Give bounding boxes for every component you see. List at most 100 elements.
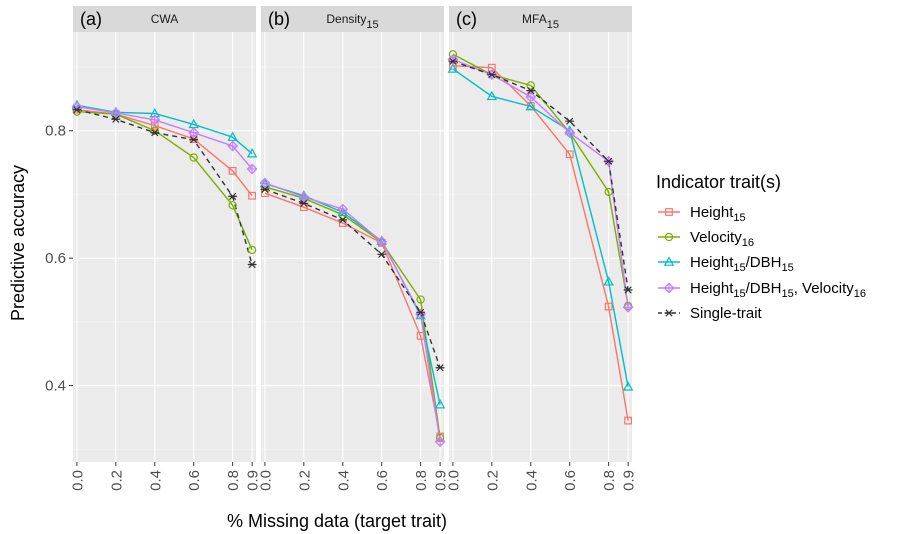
series-line bbox=[452, 60, 629, 291]
data-point bbox=[188, 127, 200, 139]
data-point bbox=[189, 136, 199, 144]
data-point bbox=[604, 187, 613, 197]
legend-item: Height15 bbox=[658, 204, 746, 224]
y-tick-label: 0.4 bbox=[45, 378, 66, 395]
legend-label: Velocity16 bbox=[690, 229, 754, 249]
data-point bbox=[150, 126, 159, 135]
data-point bbox=[622, 301, 634, 313]
legend-item: Velocity16 bbox=[658, 229, 754, 249]
data-point bbox=[604, 302, 613, 311]
data-point bbox=[623, 286, 633, 294]
data-point bbox=[246, 148, 258, 158]
data-point bbox=[298, 191, 310, 203]
series-line bbox=[264, 182, 441, 405]
data-point bbox=[416, 308, 426, 316]
data-point bbox=[248, 191, 257, 200]
data-point bbox=[337, 203, 349, 215]
facet-title: CWA bbox=[151, 12, 179, 26]
facet-tag: (c) bbox=[456, 9, 477, 29]
data-point bbox=[338, 216, 348, 224]
series-line bbox=[452, 58, 629, 308]
data-point bbox=[416, 331, 425, 340]
x-tick-label: 0.4 bbox=[523, 470, 540, 491]
data-point bbox=[622, 381, 634, 391]
data-point bbox=[434, 399, 446, 409]
data-point bbox=[447, 53, 459, 65]
legend-title: Indicator trait(s) bbox=[656, 172, 781, 192]
x-tick-label: 0.8 bbox=[413, 470, 430, 491]
facet-tag: (b) bbox=[268, 9, 290, 29]
x-tick-label: 0.8 bbox=[225, 470, 242, 491]
plot-background bbox=[449, 32, 632, 462]
plot-background bbox=[73, 32, 256, 462]
legend-key-marker bbox=[663, 282, 675, 294]
data-point bbox=[447, 63, 459, 73]
x-tick-label: 0.9 bbox=[433, 470, 450, 491]
data-point bbox=[227, 140, 239, 152]
data-point bbox=[564, 127, 576, 139]
data-point bbox=[565, 150, 574, 159]
x-tick-label: 0.9 bbox=[245, 470, 262, 491]
data-point bbox=[228, 192, 238, 200]
data-point bbox=[111, 115, 121, 123]
data-point bbox=[260, 185, 270, 193]
data-point bbox=[227, 131, 238, 141]
x-tick-label: 0.6 bbox=[562, 470, 579, 491]
legend-key-marker bbox=[664, 232, 674, 242]
data-point bbox=[416, 295, 425, 304]
data-point bbox=[247, 245, 257, 255]
facet-strip bbox=[261, 6, 444, 32]
data-point bbox=[189, 153, 198, 162]
data-point bbox=[150, 129, 160, 137]
series-line bbox=[452, 68, 629, 387]
y-tick-label: 0.8 bbox=[45, 123, 66, 140]
data-point bbox=[486, 90, 498, 101]
x-tick-label: 0.2 bbox=[484, 470, 501, 491]
data-point bbox=[448, 57, 458, 65]
plot-background bbox=[261, 32, 444, 462]
series-line bbox=[452, 53, 629, 307]
data-point bbox=[228, 166, 237, 175]
data-point bbox=[72, 106, 82, 114]
data-point bbox=[377, 250, 387, 258]
data-point bbox=[247, 260, 257, 269]
data-point bbox=[149, 114, 161, 126]
x-tick-label: 0.2 bbox=[296, 470, 313, 491]
x-tick-label: 0.4 bbox=[335, 470, 352, 491]
x-tick-label: 0.9 bbox=[621, 470, 638, 491]
series-line bbox=[264, 188, 441, 368]
facet-strip bbox=[449, 6, 632, 32]
data-point bbox=[603, 276, 614, 286]
legend-label: Height15/DBH15, Velocity16 bbox=[690, 280, 866, 300]
data-point bbox=[525, 100, 536, 111]
y-axis: 0.4 0.6 0.8 bbox=[45, 123, 73, 395]
x-tick-label: 0.0 bbox=[257, 470, 274, 491]
legend-key-marker bbox=[663, 256, 675, 266]
x-tick-label: 0.0 bbox=[445, 470, 462, 491]
x-tick-label: 0.8 bbox=[601, 470, 618, 491]
data-point bbox=[246, 163, 258, 175]
legend-key-marker bbox=[665, 208, 673, 216]
data-point bbox=[435, 364, 445, 372]
legend-key-marker bbox=[664, 309, 674, 317]
data-point bbox=[565, 117, 575, 125]
data-point bbox=[525, 91, 537, 103]
series-line bbox=[452, 65, 629, 421]
x-tick-label: 0.6 bbox=[186, 470, 203, 491]
data-point bbox=[604, 157, 614, 165]
legend: Indicator trait(s) Height15 Velocity16 Heig… bbox=[656, 172, 866, 322]
data-point bbox=[259, 177, 271, 189]
legend-item: Height15/DBH15, Velocity16 bbox=[658, 280, 866, 300]
data-point bbox=[110, 107, 122, 119]
data-point bbox=[434, 436, 446, 448]
legend-label: Height15 bbox=[690, 204, 746, 224]
series-line bbox=[76, 105, 253, 170]
facet-strip bbox=[73, 6, 256, 32]
legend-label: Single-trait bbox=[690, 305, 763, 322]
data-point bbox=[299, 199, 309, 207]
y-tick-label: 0.6 bbox=[45, 250, 66, 267]
x-tick-label: 0.4 bbox=[147, 470, 164, 491]
